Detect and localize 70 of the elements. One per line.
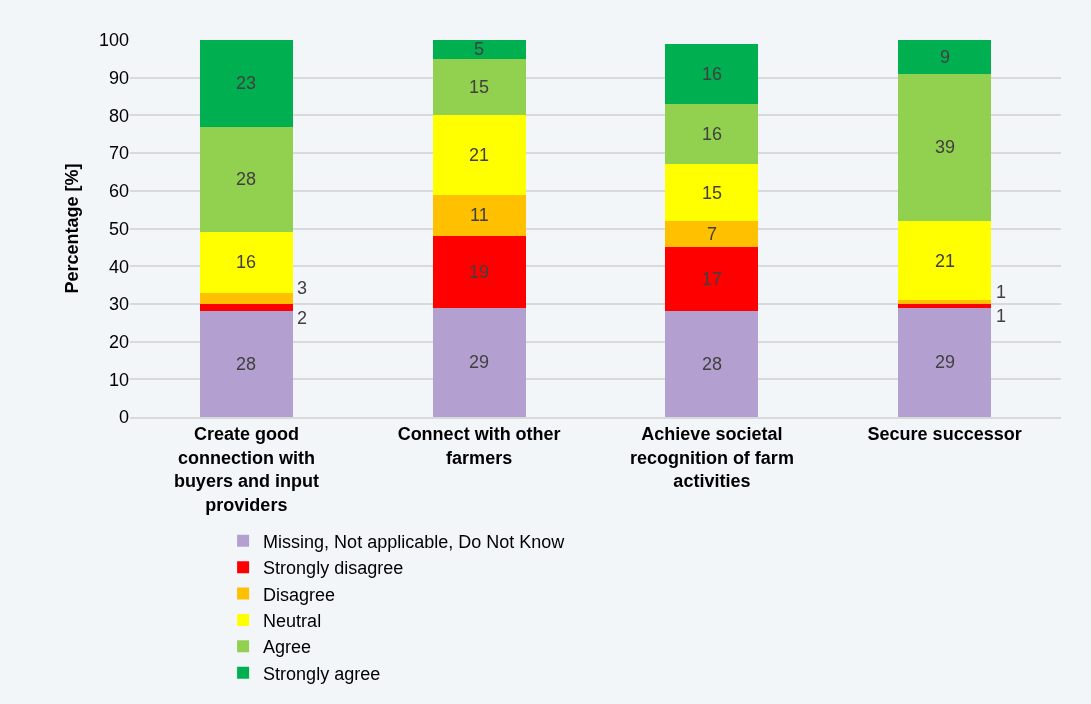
data-label: 2 (297, 308, 308, 328)
bar (665, 311, 759, 417)
legend-label: Agree (263, 637, 312, 658)
data-label: 39 (935, 137, 956, 157)
data-label: 17 (702, 269, 723, 289)
data-label: 11 (470, 205, 489, 225)
bar (199, 311, 293, 417)
legend-label: Disagree (263, 584, 336, 605)
y-tick-label: 50 (108, 218, 129, 239)
data-label: 28 (702, 354, 723, 374)
x-tick-label: Achieve societal recognition of farm activities (629, 424, 794, 492)
bar (432, 40, 526, 59)
bar (665, 164, 759, 221)
bar (665, 43, 759, 105)
bar (898, 40, 992, 74)
bar (665, 104, 759, 165)
y-tick-label: 80 (108, 105, 129, 126)
data-label: 1 (996, 282, 1007, 302)
y-tick-label: 30 (108, 294, 129, 315)
bar (898, 300, 992, 304)
bar (665, 220, 759, 248)
data-label: 29 (469, 352, 490, 372)
bar (898, 220, 992, 301)
legend-label: Neutral (263, 610, 322, 631)
y-tick-label: 60 (108, 181, 129, 202)
data-label: 15 (702, 183, 723, 203)
bar (665, 247, 759, 312)
x-tick-label: Create good connection with buyers and input providers (173, 424, 319, 515)
bar (432, 58, 526, 116)
data-label: 19 (469, 262, 490, 282)
y-tick-label: 70 (108, 143, 129, 164)
bar (199, 126, 293, 233)
data-label: 29 (935, 352, 956, 372)
bar (199, 40, 293, 127)
x-tick-label: Connect with other farmers (397, 424, 561, 468)
bar (432, 194, 526, 237)
data-label: 1 (996, 306, 1007, 326)
y-tick-label: 100 (98, 30, 129, 51)
y-tick-label: 90 (108, 68, 129, 88)
y-tick-label: 10 (108, 369, 129, 390)
bar (432, 307, 526, 417)
data-label: 7 (707, 224, 718, 244)
bar (898, 73, 992, 221)
y-tick-label: 40 (108, 256, 129, 277)
bar (199, 292, 293, 304)
data-label: 5 (474, 39, 485, 59)
legend-label: Strongly agree (263, 663, 381, 684)
data-label: 28 (236, 354, 257, 374)
legend-label: Missing, Not applicable, Do Not Know (263, 531, 566, 552)
bar (432, 115, 526, 195)
y-axis-title: Percentage [%] (62, 163, 83, 294)
bar (199, 303, 293, 312)
data-label: 16 (702, 64, 723, 84)
data-label: 21 (935, 251, 956, 271)
data-label: 3 (297, 278, 308, 298)
y-tick-label: 0 (118, 407, 129, 428)
bar (432, 236, 526, 308)
y-tick-label: 20 (108, 331, 129, 352)
legend-label: Strongly disagree (263, 558, 404, 579)
data-label: 15 (469, 77, 490, 97)
data-label: 16 (236, 252, 257, 272)
data-label: 9 (940, 47, 951, 67)
x-tick-label: Secure successor (867, 424, 1022, 445)
data-label: 28 (236, 169, 257, 189)
data-label: 23 (236, 73, 257, 93)
data-label: 21 (469, 145, 490, 165)
data-label: 16 (702, 124, 723, 144)
bar (199, 232, 293, 293)
bar (898, 303, 992, 308)
bar (898, 307, 992, 417)
